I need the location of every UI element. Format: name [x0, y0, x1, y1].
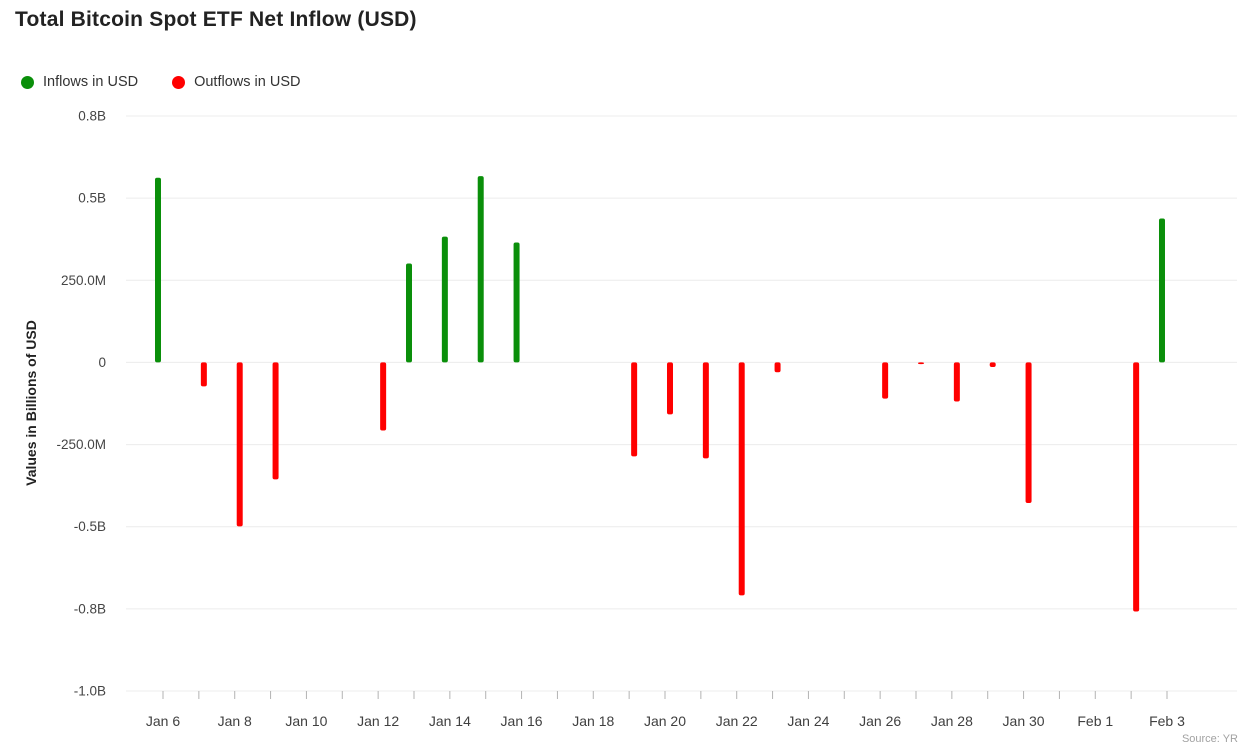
- x-axis-tick-label: Jan 18: [572, 713, 614, 729]
- x-axis-tick-label: Jan 28: [931, 713, 973, 729]
- x-axis-tick-label: Jan 16: [501, 713, 543, 729]
- legend-label-inflows: Inflows in USD: [43, 74, 139, 90]
- bar-outflow-Jan-8: [236, 362, 243, 527]
- source-label: Source: YR: [1181, 733, 1238, 745]
- x-axis-tick-label: Jan 24: [787, 713, 829, 729]
- y-axis-tick-label: -0.5B: [74, 519, 106, 534]
- bar-outflow-Jan-19: [631, 362, 638, 457]
- outflows-legend-dot-icon: [172, 75, 186, 89]
- bar-outflow-Jan-29: [989, 362, 996, 368]
- bar-outflow-Jan-30: [1025, 362, 1032, 504]
- legend: Inflows in USD Outflows in USD: [21, 74, 300, 90]
- y-axis-tick-label: 250.0M: [61, 273, 106, 288]
- inflows-legend-dot-icon: [21, 75, 34, 89]
- bar-outflow-Feb-2: [1133, 362, 1140, 612]
- bar-outflow-Jan-9: [272, 362, 279, 480]
- bar-outflow-Jan-20: [666, 362, 673, 415]
- y-axis-tick-label: 0.5B: [78, 191, 106, 206]
- legend-label-outflows: Outflows in USD: [194, 74, 301, 90]
- y-axis-tick-label: 0.8B: [78, 109, 106, 124]
- x-axis-tick-label: Jan 6: [146, 713, 180, 729]
- bar-outflow-Jan-7: [200, 362, 207, 387]
- legend-item-outflows[interactable]: Outflows in USD: [172, 74, 300, 90]
- y-axis-tick-label: -250.0M: [56, 437, 106, 452]
- bar-outflow-Jan-12: [380, 362, 387, 431]
- y-axis-tick-label: -0.8B: [74, 601, 106, 616]
- x-axis-tick-label: Feb 1: [1077, 713, 1113, 729]
- bar-inflow-Jan-6: [155, 177, 161, 363]
- bar-inflow-Jan-14: [441, 236, 448, 363]
- x-axis-tick-label: Jan 8: [218, 713, 252, 729]
- bar-inflow-Jan-13: [405, 263, 412, 363]
- bar-outflow-Jan-23: [774, 362, 781, 373]
- y-axis-tick-label: 0: [98, 355, 106, 370]
- bar-outflow-Jan-22: [738, 362, 745, 596]
- bar-outflow-Jan-28: [953, 362, 960, 402]
- x-axis-tick-label: Jan 26: [859, 713, 901, 729]
- bar-outflow-Jan-27: [917, 362, 924, 365]
- x-axis-tick-label: Jan 22: [716, 713, 758, 729]
- page-title: Total Bitcoin Spot ETF Net Inflow (USD): [15, 8, 417, 31]
- y-axis-tick-label: -1.0B: [74, 684, 106, 699]
- x-axis-tick-label: Feb 3: [1149, 713, 1185, 729]
- x-axis-tick-label: Jan 12: [357, 713, 399, 729]
- x-axis-tick-label: Jan 10: [285, 713, 327, 729]
- bar-inflow-Jan-15: [477, 176, 484, 363]
- x-axis-tick-label: Jan 20: [644, 713, 686, 729]
- x-axis-tick-label: Jan 14: [429, 713, 471, 729]
- legend-item-inflows[interactable]: Inflows in USD: [21, 74, 138, 90]
- bar-inflow-Feb-3: [1158, 218, 1165, 363]
- bar-outflow-Jan-21: [702, 362, 709, 459]
- bar-inflow-Jan-16: [513, 242, 520, 363]
- x-axis-tick-label: Jan 30: [1003, 713, 1045, 729]
- bar-outflow-Jan-26: [882, 362, 889, 399]
